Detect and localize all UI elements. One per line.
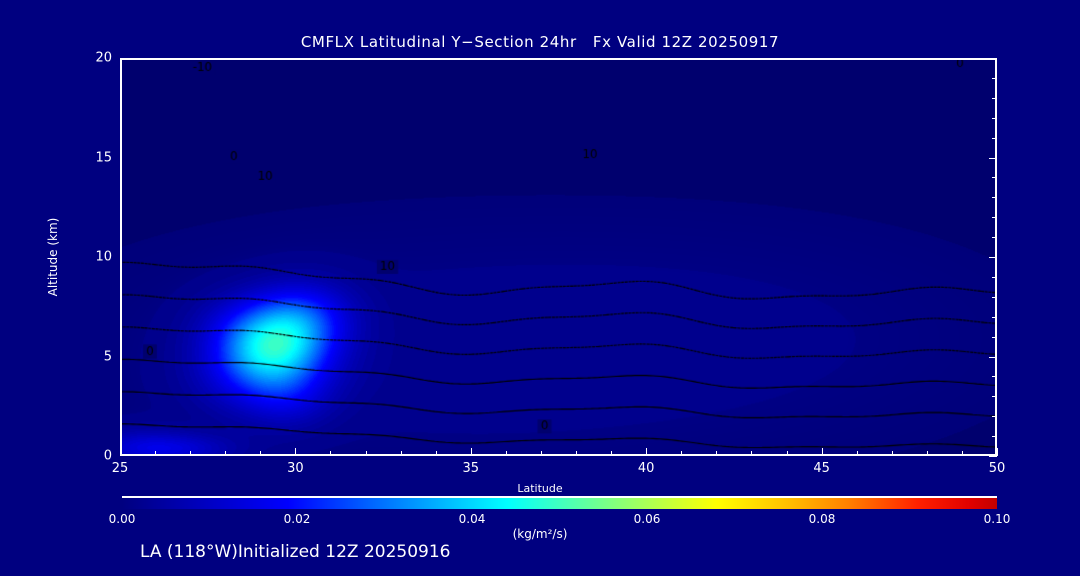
y-tick-label: 20 [95,50,112,66]
x-tick-label: 35 [462,461,480,476]
y-tick-mark [992,78,997,79]
x-tick-mark [330,451,331,456]
y-tick-mark [992,337,997,338]
y-tick-mark [989,158,997,159]
y-tick-mark [992,376,997,377]
x-tick-mark [120,448,121,456]
x-tick-mark [681,451,682,456]
colorbar [122,496,997,509]
x-tick-mark [751,451,752,456]
y-tick-mark [992,277,997,278]
colorbar-tick-label: 0.10 [983,512,1011,526]
colorbar-tick-label: 0.04 [458,512,486,526]
y-tick-label: 10 [95,249,112,265]
y-tick-mark [992,396,997,397]
colorbar-tick-label: 0.02 [283,512,311,526]
x-tick-mark [576,451,577,456]
x-tick-label: 30 [287,461,304,476]
x-tick-mark [295,448,296,456]
y-tick-mark [992,138,997,139]
x-tick-label: 50 [988,461,1006,476]
x-tick-mark [436,451,437,456]
x-tick-mark [611,451,612,456]
x-tick-mark [506,451,507,456]
x-tick-mark [822,448,823,456]
y-tick-mark [992,416,997,417]
y-axis-label: Altitude (km) [46,217,60,297]
y-tick-mark [992,317,997,318]
y-tick-label: 5 [103,349,112,364]
y-tick-mark [989,357,997,358]
y-tick-mark [992,237,997,238]
x-tick-mark [190,451,191,456]
y-tick-mark [989,456,997,457]
x-tick-mark [787,451,788,456]
y-tick-mark [992,297,997,298]
x-tick-mark [225,451,226,456]
y-tick-mark [992,177,997,178]
colorbar-tick-label: 0.08 [808,512,836,526]
x-tick-mark [716,451,717,456]
x-tick-mark [471,448,472,456]
x-tick-mark [997,448,998,456]
y-tick-mark [992,217,997,218]
y-tick-mark [992,98,997,99]
contour-field-canvas [122,60,995,454]
colorbar-units-label: (kg/m²/s) [512,527,568,541]
x-tick-label: 25 [111,461,129,476]
plot-area [120,58,997,456]
x-axis-label: Latitude [517,482,563,495]
y-tick-mark [989,257,997,258]
x-tick-mark [892,451,893,456]
y-tick-mark [992,197,997,198]
y-tick-label: 15 [95,150,112,165]
x-tick-mark [155,451,156,456]
x-tick-mark [260,451,261,456]
y-tick-mark [992,118,997,119]
x-tick-mark [541,451,542,456]
x-tick-mark [962,451,963,456]
colorbar-tick-label: 0.00 [108,512,136,526]
x-tick-mark [401,451,402,456]
colorbar-tick-label: 0.06 [633,512,661,526]
x-tick-mark [857,451,858,456]
y-tick-mark [989,58,997,59]
x-tick-label: 45 [813,461,830,476]
y-tick-label: 0 [103,448,112,464]
y-tick-mark [992,436,997,437]
x-tick-mark [927,451,928,456]
x-tick-mark [646,448,647,456]
x-tick-mark [366,451,367,456]
x-tick-label: 40 [637,461,655,476]
footer-label: LA (118°W)Initialized 12Z 20250916 [140,542,451,562]
page-title: CMFLX Latitudinal Y−Section 24hr Fx Vali… [300,33,780,51]
